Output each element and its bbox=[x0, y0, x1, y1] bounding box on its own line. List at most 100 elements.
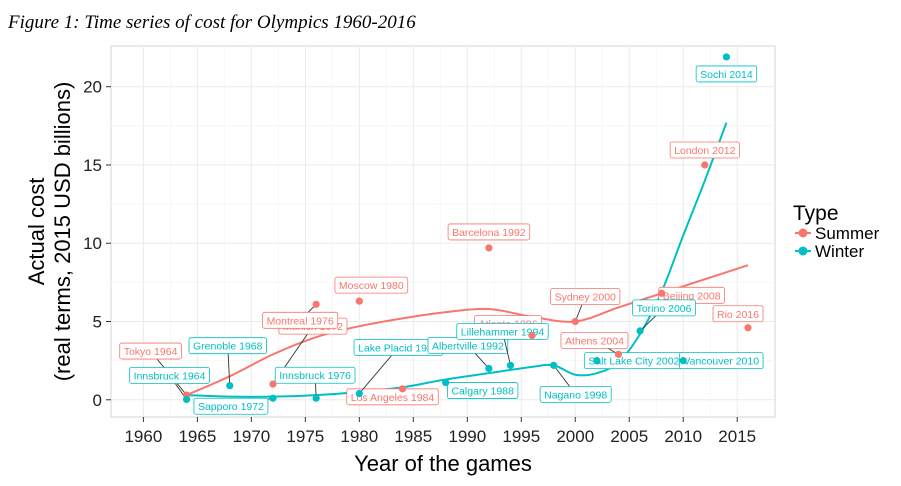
point-label: Albertville 1992 bbox=[427, 337, 509, 369]
label-box bbox=[632, 299, 696, 317]
label-box bbox=[456, 322, 549, 340]
label-text: Athens 2004 bbox=[565, 335, 624, 347]
x-tick-label: 2010 bbox=[664, 427, 702, 446]
figure-caption: Figure 1: Time series of cost for Olympi… bbox=[8, 12, 416, 33]
data-point-winter bbox=[636, 327, 644, 335]
point-label: Barcelona 1992 bbox=[447, 223, 531, 241]
legend-key-dot bbox=[798, 228, 808, 238]
label-text: Rio 2016 bbox=[717, 309, 759, 321]
label-box bbox=[550, 288, 621, 305]
label-text: Grenoble 1968 bbox=[193, 341, 263, 353]
label-text: Salt Lake City 2002 bbox=[588, 356, 679, 368]
label-box bbox=[695, 65, 758, 83]
label-box bbox=[129, 367, 210, 384]
point-label: Sapporo 1972 bbox=[193, 397, 274, 415]
data-point-summer bbox=[658, 289, 666, 297]
label-text: Tokyo 1964 bbox=[124, 346, 178, 358]
y-axis-title: Actual cost(real terms, 2015 USD billion… bbox=[24, 82, 75, 382]
y-axis-title-line: Actual cost bbox=[24, 178, 49, 286]
label-box bbox=[447, 382, 519, 399]
data-point-summer bbox=[614, 350, 623, 358]
label-box bbox=[560, 331, 629, 349]
label-box bbox=[669, 141, 740, 159]
label-box bbox=[262, 311, 339, 329]
data-point-summer bbox=[398, 385, 407, 393]
x-tick-label: 1975 bbox=[286, 427, 324, 446]
x-tick-label: 1980 bbox=[340, 427, 378, 446]
point-label: Innsbruck 1964 bbox=[129, 367, 210, 400]
data-point-winter bbox=[312, 394, 320, 402]
label-text: Nagano 1998 bbox=[544, 389, 607, 401]
x-tick-label: 1995 bbox=[502, 427, 540, 446]
y-tick-label: 10 bbox=[83, 234, 102, 253]
data-point-summer bbox=[528, 331, 536, 340]
label-text: Innsbruck 1964 bbox=[134, 370, 206, 382]
label-text: Sochi 2014 bbox=[700, 69, 753, 81]
label-box bbox=[712, 305, 764, 323]
x-tick-label: 2005 bbox=[610, 427, 648, 446]
data-point-summer bbox=[701, 161, 709, 169]
point-label: Sydney 2000 bbox=[550, 288, 621, 322]
y-tick-label: 0 bbox=[93, 391, 102, 410]
data-point-summer bbox=[269, 380, 277, 388]
label-box bbox=[346, 388, 439, 406]
data-point-summer bbox=[312, 300, 320, 308]
data-point-winter bbox=[722, 53, 731, 61]
point-label: Beijing 2008 bbox=[658, 286, 725, 304]
label-text: Los Angeles 1984 bbox=[351, 392, 435, 404]
point-label: Montreal 1976 bbox=[262, 303, 339, 329]
trend-line-summer bbox=[186, 264, 749, 397]
label-text: Barcelona 1992 bbox=[452, 227, 526, 239]
legend-title: Type bbox=[793, 202, 839, 225]
label-box bbox=[119, 342, 182, 360]
point-label: Los Angeles 1984 bbox=[346, 388, 439, 406]
data-point-winter bbox=[355, 389, 363, 398]
data-point-winter bbox=[485, 364, 493, 373]
points bbox=[182, 53, 752, 404]
label-text: Torino 2006 bbox=[637, 303, 692, 315]
data-point-winter bbox=[593, 357, 601, 365]
point-label: Sochi 2014 bbox=[695, 65, 758, 83]
label-box bbox=[539, 385, 612, 403]
data-point-winter bbox=[679, 357, 687, 365]
point-label: Innsbruck 1976 bbox=[274, 366, 356, 399]
x-axis-title: Year of the games bbox=[354, 451, 532, 476]
label-box bbox=[188, 337, 267, 355]
data-point-summer bbox=[744, 324, 752, 332]
point-label: London 2012 bbox=[669, 141, 740, 159]
data-point-summer bbox=[485, 244, 493, 252]
label-text: Lake Placid 1980 bbox=[358, 343, 439, 355]
label-box bbox=[193, 397, 269, 415]
x-tick-label: 1965 bbox=[178, 427, 216, 446]
point-label: Torino 2006 bbox=[632, 299, 696, 332]
data-point-summer bbox=[355, 297, 363, 305]
label-box bbox=[334, 276, 409, 294]
label-text: Innsbruck 1976 bbox=[279, 370, 351, 382]
x-tick-label: 1970 bbox=[232, 427, 270, 446]
point-label: Tokyo 1964 bbox=[119, 342, 187, 396]
y-tick-label: 15 bbox=[83, 156, 102, 175]
label-text: Vancouver 2010 bbox=[683, 356, 759, 368]
point-label: Lillehammer 1994 bbox=[456, 322, 549, 366]
label-text: Sydney 2000 bbox=[555, 292, 616, 304]
label-text: London 2012 bbox=[674, 145, 735, 157]
x-tick-label: 2015 bbox=[718, 427, 756, 446]
x-tick-label: 2000 bbox=[556, 427, 594, 446]
x-tick-label: 1985 bbox=[394, 427, 432, 446]
legend-entry: Summer bbox=[815, 224, 880, 243]
label-text: Albertville 1992 bbox=[432, 340, 504, 352]
label-text: Montreal 1976 bbox=[267, 315, 334, 327]
point-label: Rio 2016 bbox=[712, 305, 764, 323]
data-point-winter bbox=[269, 394, 277, 402]
y-tick-label: 20 bbox=[83, 78, 102, 97]
x-tick-label: 1990 bbox=[448, 427, 486, 446]
point-label: Athens 2004 bbox=[560, 331, 629, 355]
point-label: Calgary 1988 bbox=[445, 382, 519, 399]
point-label: Grenoble 1968 bbox=[188, 337, 267, 386]
point-labels: Tokyo 1964Munich 1972Montreal 1976Moscow… bbox=[119, 65, 764, 415]
label-text: Moscow 1980 bbox=[339, 280, 404, 292]
data-point-winter bbox=[442, 378, 450, 387]
label-box bbox=[274, 366, 356, 384]
data-point-winter bbox=[182, 395, 191, 404]
